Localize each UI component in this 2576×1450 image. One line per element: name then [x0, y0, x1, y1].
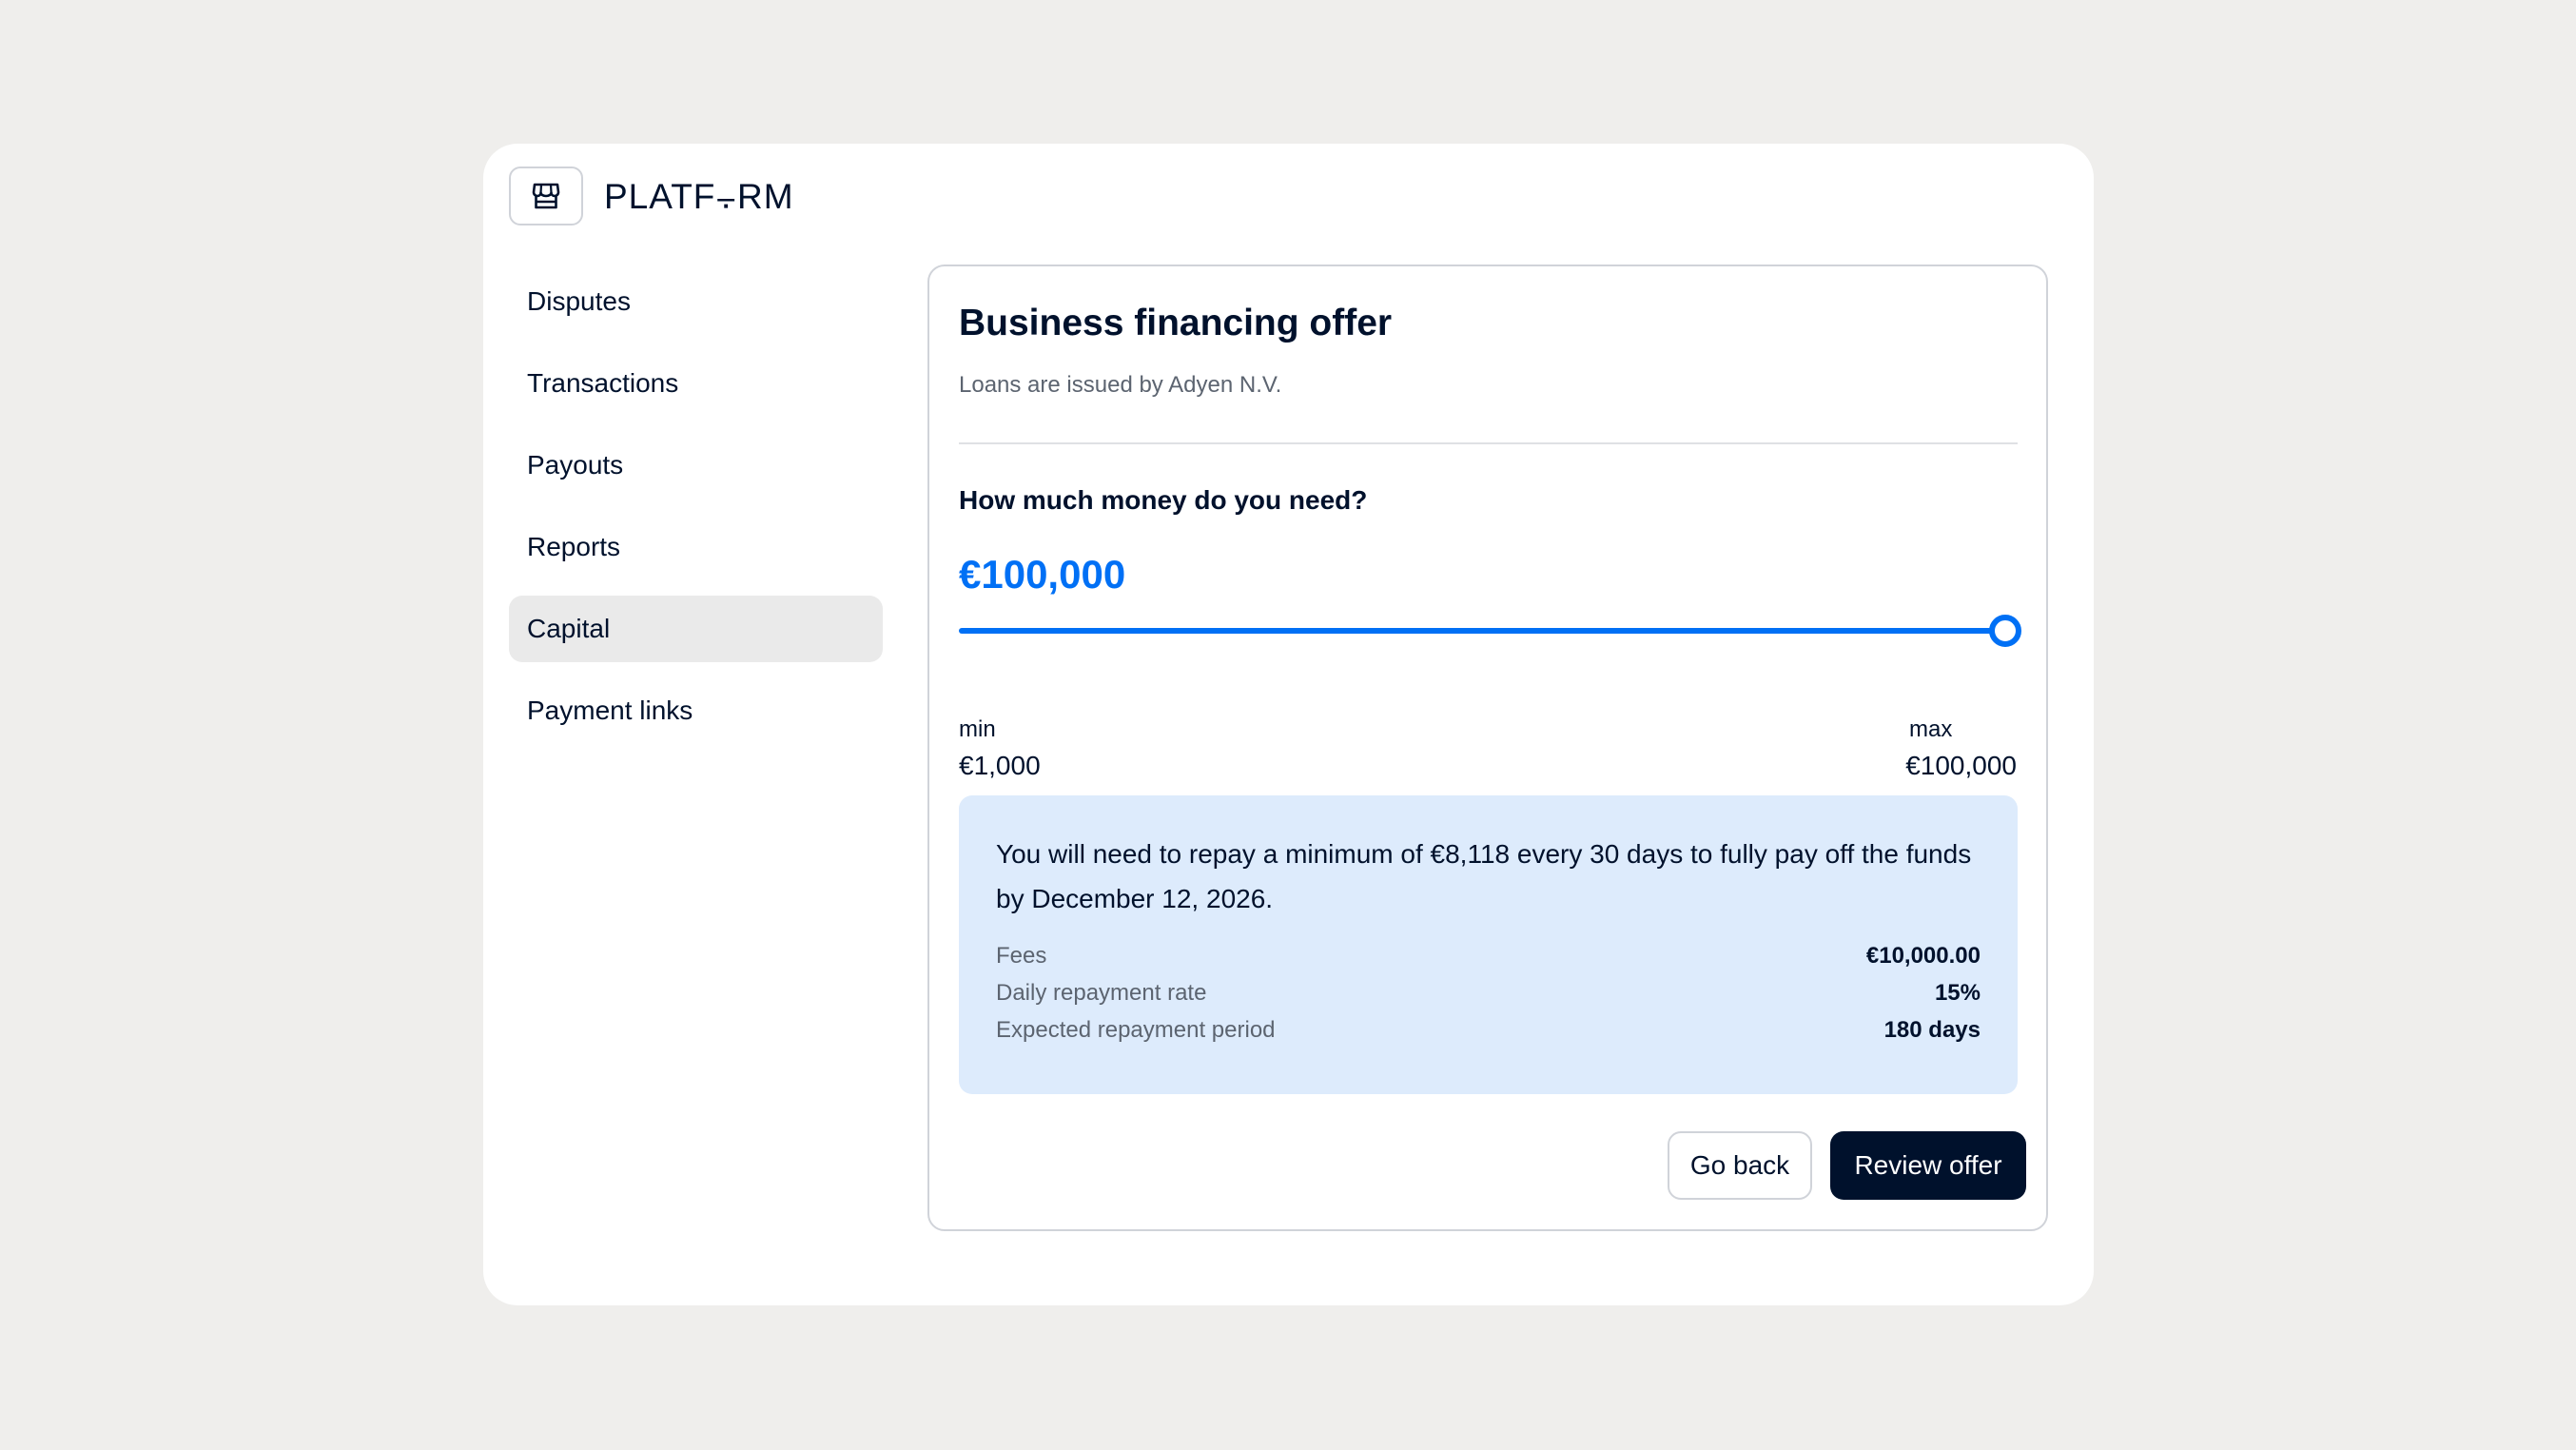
sidebar-item-transactions[interactable]: Transactions: [527, 368, 679, 398]
storefront-icon: [532, 183, 560, 209]
sidebar: Disputes Transactions Payouts Reports Ca…: [509, 268, 883, 759]
selected-amount: €100,000: [959, 552, 1126, 597]
financing-offer-card: Business financing offer Loans are issue…: [927, 265, 2048, 1231]
max-label: max: [1909, 716, 1953, 742]
card-subtitle: Loans are issued by Adyen N.V.: [959, 372, 1282, 398]
detail-label: Fees: [996, 943, 1047, 969]
detail-label: Expected repayment period: [996, 1017, 1276, 1043]
review-offer-button[interactable]: Review offer: [1830, 1131, 2026, 1200]
amount-slider-track[interactable]: [959, 628, 2005, 634]
divider: [959, 442, 2018, 444]
amount-slider-handle[interactable]: [1989, 615, 2021, 647]
repayment-summary: You will need to repay a minimum of €8,1…: [996, 839, 1972, 913]
page-title: Business financing offer: [959, 303, 1393, 343]
repayment-info-box: You will need to repay a minimum of €8,1…: [959, 795, 2018, 1094]
app-window: PLATF⨪RM Disputes Transactions Payouts R…: [483, 144, 2094, 1305]
go-back-button[interactable]: Go back: [1668, 1131, 1812, 1200]
max-value: €100,000: [1905, 751, 2017, 780]
min-value: €1,000: [959, 751, 1041, 780]
amount-question: How much money do you need?: [959, 485, 1368, 515]
detail-row-repayment-period: Expected repayment period 180 days: [996, 1014, 1981, 1047]
sidebar-item-payment-links[interactable]: Payment links: [527, 696, 693, 725]
detail-label: Daily repayment rate: [996, 980, 1207, 1006]
detail-value: €10,000.00: [1865, 943, 1981, 969]
detail-value: 15%: [1934, 980, 1981, 1006]
detail-row-fees: Fees €10,000.00: [996, 940, 1981, 972]
detail-row-daily-rate: Daily repayment rate 15%: [996, 977, 1981, 1009]
sidebar-item-disputes[interactable]: Disputes: [527, 286, 631, 316]
sidebar-item-reports[interactable]: Reports: [527, 532, 621, 561]
sidebar-item-capital[interactable]: Capital: [509, 596, 883, 662]
logo-button[interactable]: [509, 167, 583, 225]
detail-value: 180 days: [1883, 1017, 1981, 1043]
sidebar-item-payouts[interactable]: Payouts: [527, 450, 624, 480]
brand-name: PLATF⨪RM: [604, 177, 794, 216]
min-label: min: [959, 716, 996, 742]
